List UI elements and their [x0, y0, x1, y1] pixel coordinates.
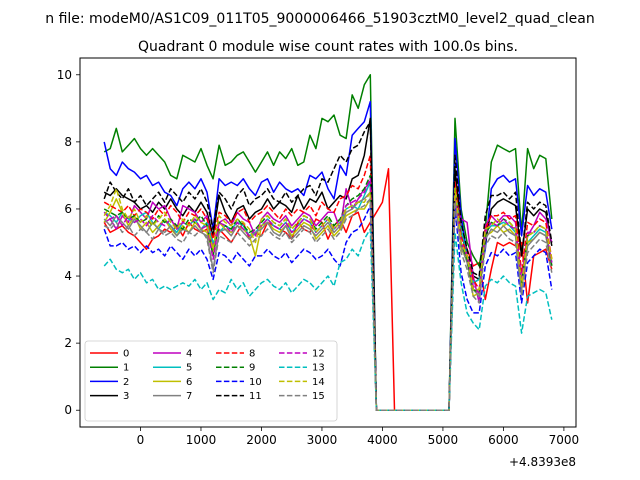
legend-label-1: 1 — [123, 363, 129, 374]
x-tick-label: 5000 — [428, 433, 459, 447]
x-offset-label: +4.8393e8 — [509, 455, 576, 469]
series-line-7 — [103, 191, 553, 411]
legend-label-7: 7 — [186, 391, 192, 402]
series-line-13 — [103, 228, 553, 411]
legend-label-0: 0 — [123, 349, 129, 360]
legend-label-4: 4 — [186, 349, 192, 360]
series-line-10 — [103, 204, 553, 411]
legend-label-10: 10 — [249, 377, 262, 388]
x-tick-label: 4000 — [367, 433, 398, 447]
series-line-1 — [103, 74, 553, 411]
series-group — [103, 74, 553, 411]
legend-label-6: 6 — [186, 377, 192, 388]
x-tick-label: 2000 — [246, 433, 277, 447]
legend-label-12: 12 — [312, 349, 325, 360]
y-tick-label: 10 — [57, 68, 72, 82]
legend-label-15: 15 — [312, 391, 325, 402]
legend-label-13: 13 — [312, 363, 325, 374]
series-line-15 — [103, 198, 553, 411]
legend-label-2: 2 — [123, 377, 129, 388]
chart-suptitle: n file: modeM0/AS1C09_011T05_9000006466_… — [45, 11, 594, 27]
x-tick-label: 6000 — [488, 433, 519, 447]
plot-frame — [79, 57, 577, 428]
x-tick-label: 0 — [137, 433, 145, 447]
y-tick-label: 6 — [64, 202, 72, 216]
legend-label-8: 8 — [249, 349, 255, 360]
legend-label-9: 9 — [249, 363, 255, 374]
y-tick-label: 0 — [64, 403, 72, 417]
x-tick-label: 1000 — [186, 433, 217, 447]
x-tick-label: 7000 — [549, 433, 580, 447]
legend-label-5: 5 — [186, 363, 192, 374]
legend-label-14: 14 — [312, 377, 325, 388]
series-line-14 — [103, 188, 553, 411]
chart-title: Quadrant 0 module wise count rates with … — [138, 39, 518, 55]
legend-label-3: 3 — [123, 391, 129, 402]
x-tick-label: 3000 — [307, 433, 338, 447]
series-line-11 — [103, 120, 553, 411]
legend-box — [84, 340, 338, 422]
y-tick-label: 4 — [64, 269, 72, 283]
legend-label-11: 11 — [249, 391, 262, 402]
series-line-8 — [103, 154, 553, 411]
y-tick-label: 8 — [64, 135, 72, 149]
y-tick-label: 2 — [64, 336, 72, 350]
